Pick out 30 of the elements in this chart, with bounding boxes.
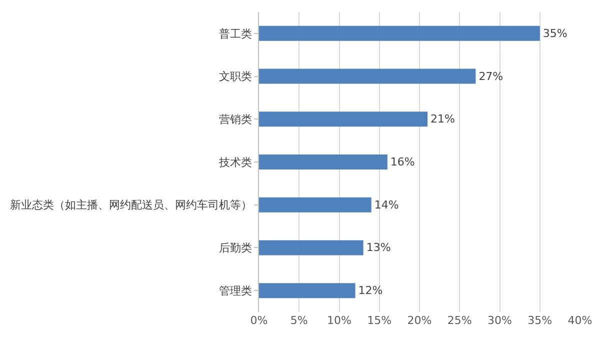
x-tick-label: 40% <box>568 314 592 327</box>
x-tick-label: 25% <box>447 314 472 327</box>
data-label: 35% <box>542 26 568 40</box>
data-label: 13% <box>366 241 391 254</box>
bar <box>259 154 388 170</box>
bar <box>259 68 476 84</box>
data-label: 14% <box>374 198 399 212</box>
x-tick-label: 20% <box>407 314 432 327</box>
bar <box>259 26 540 41</box>
bar <box>259 283 356 298</box>
data-label: 16% <box>390 156 415 168</box>
x-tick-label: 10% <box>327 314 352 327</box>
y-tick-label: 营销类 <box>218 112 252 126</box>
y-tick-label: 新业态类（如主播、网约配送员、网约车司机等） <box>10 198 252 212</box>
y-tick-label: 普工类 <box>218 27 252 40</box>
bar <box>259 112 428 127</box>
x-tick-label: 35% <box>528 314 552 327</box>
y-tick-label: 管理类 <box>218 284 252 298</box>
bar <box>259 240 364 256</box>
x-tick-label: 30% <box>488 314 512 327</box>
data-label: 12% <box>358 284 383 298</box>
bar <box>259 197 372 212</box>
x-tick-label: 15% <box>367 314 392 327</box>
y-tick-label: 后勤类 <box>218 242 252 255</box>
x-tick-label: 5% <box>290 314 308 327</box>
y-tick-label: 文职类 <box>218 70 252 84</box>
x-tick-label: 0% <box>250 314 268 327</box>
y-tick-label: 技术类 <box>218 156 252 169</box>
data-label: 27% <box>478 70 504 83</box>
data-label: 21% <box>430 112 455 126</box>
